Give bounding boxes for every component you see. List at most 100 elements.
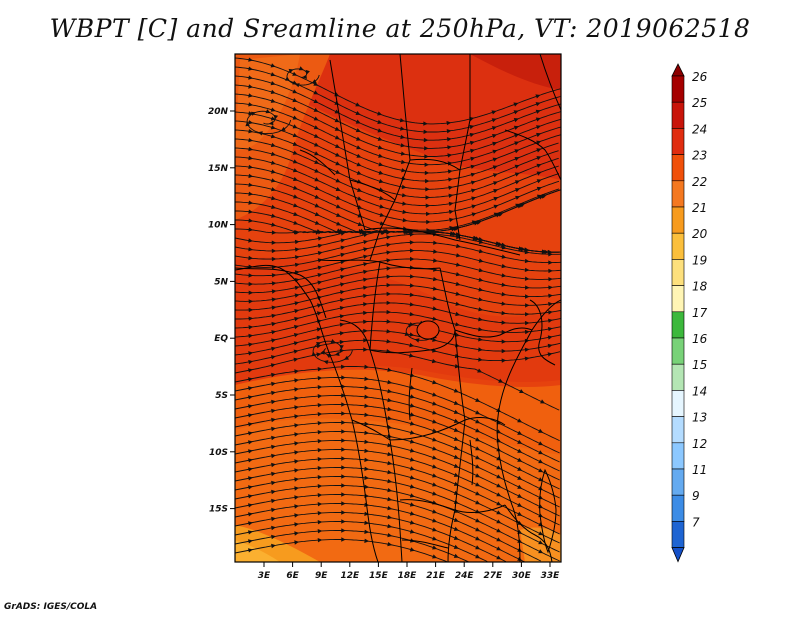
streamline-arrow [270, 98, 276, 103]
streamline-arrow [513, 125, 519, 130]
streamline-arrow [453, 490, 459, 495]
streamline-arrow [386, 291, 392, 297]
streamline-arrow [317, 230, 323, 235]
streamline-arrow [292, 133, 298, 138]
streamline-arrow [409, 240, 415, 245]
streamline-arrow [341, 492, 346, 497]
colorbar-swatch [671, 180, 685, 208]
streamline-arrow [386, 230, 391, 235]
streamline-arrow [538, 513, 544, 518]
streamline-arrow [517, 502, 523, 507]
streamline-arrow [363, 262, 368, 267]
streamline-arrow [271, 321, 277, 327]
streamline-arrow [409, 502, 415, 507]
streamline-arrow [409, 511, 415, 516]
streamline-arrow [268, 121, 274, 126]
streamline-arrow [378, 179, 384, 184]
streamline-arrow [293, 176, 298, 181]
streamline-arrow [294, 432, 299, 437]
latitude-axis: 20N 15N 10N 5N EQ 5S 10S 15S [208, 107, 235, 515]
streamline-arrow [455, 281, 461, 286]
streamline-arrow [294, 477, 299, 482]
streamline-arrow [386, 235, 392, 240]
streamline-arrow [386, 250, 392, 255]
streamline-arrow [356, 170, 362, 175]
streamline-arrow [409, 394, 415, 399]
streamline-arrow [448, 185, 454, 190]
streamline-arrow [386, 242, 392, 248]
streamline-arrow [317, 412, 323, 417]
streamline-arrow [432, 286, 438, 291]
streamline-arrow [270, 134, 276, 139]
streamline-arrow [271, 240, 277, 245]
streamline-arrow [248, 164, 254, 170]
streamline-arrow [341, 447, 346, 452]
streamline-arrow [547, 335, 553, 340]
streamline [235, 129, 559, 190]
streamline-arrow [314, 168, 320, 173]
streamline-arrow [453, 436, 459, 441]
streamline-arrow [424, 154, 429, 159]
streamline-arrow [294, 369, 299, 374]
streamline-arrow [364, 412, 370, 417]
streamline-arrow [432, 518, 438, 523]
streamline [235, 120, 559, 182]
streamline [235, 366, 560, 442]
streamline-arrow [341, 429, 346, 434]
streamline-arrow [426, 211, 431, 217]
streamline [235, 138, 559, 198]
streamline-arrow [293, 194, 299, 199]
streamline-arrow [292, 106, 298, 111]
streamline-arrow [340, 282, 345, 287]
streamline-arrow [400, 143, 406, 148]
streamline-arrow [317, 403, 323, 408]
streamline-arrow [379, 204, 385, 209]
streamline [235, 156, 560, 215]
streamline-arrow [294, 293, 300, 298]
streamline-arrow [501, 339, 507, 344]
streamline-arrow [293, 203, 299, 208]
streamline-arrow [294, 262, 300, 267]
streamline-arrow [432, 401, 438, 406]
streamline-arrow [548, 293, 553, 298]
lat-tick-label: 5S [215, 391, 228, 401]
colorbar-swatch [671, 390, 685, 417]
streamline-arrow [475, 473, 481, 478]
lon-tick-label: 27E [483, 571, 503, 581]
streamline-arrow [294, 83, 300, 88]
streamline-arrow [536, 156, 542, 161]
streamline-arrow [364, 457, 370, 462]
streamline-arrow [270, 142, 276, 148]
streamline-arrow [340, 274, 345, 280]
streamline-arrow [335, 152, 341, 157]
streamline-arrow [387, 479, 393, 484]
streamline-arrow [501, 320, 507, 325]
streamline-arrow [386, 266, 392, 271]
streamline-arrow [424, 170, 430, 176]
colorbar-label: 16 [692, 332, 708, 346]
streamline-arrow [292, 168, 298, 173]
streamline-arrow [273, 114, 279, 120]
streamline-arrow [294, 450, 299, 455]
streamline-arrow [432, 464, 438, 469]
streamline-arrow [314, 186, 320, 190]
streamline-arrow [248, 299, 254, 304]
streamline-arrow [409, 332, 415, 337]
streamline-arrow [248, 395, 253, 400]
colorbar-swatch [671, 337, 685, 365]
streamline-arrow [387, 533, 393, 538]
lon-tick-label: 9E [315, 571, 328, 581]
streamline-arrow [339, 298, 345, 303]
streamline-arrow [377, 111, 383, 116]
streamline-arrow [538, 459, 544, 464]
streamline-arrow [317, 376, 323, 381]
streamline-arrow [524, 276, 530, 281]
streamline-arrow [341, 456, 346, 461]
streamline-arrow [547, 327, 553, 332]
streamline-arrow [514, 164, 520, 169]
streamline-arrow [271, 213, 276, 218]
colorbar-label: 22 [692, 175, 707, 189]
streamline-arrow [513, 110, 519, 115]
streamline-arrow [339, 331, 345, 336]
streamline-arrow [478, 307, 484, 312]
